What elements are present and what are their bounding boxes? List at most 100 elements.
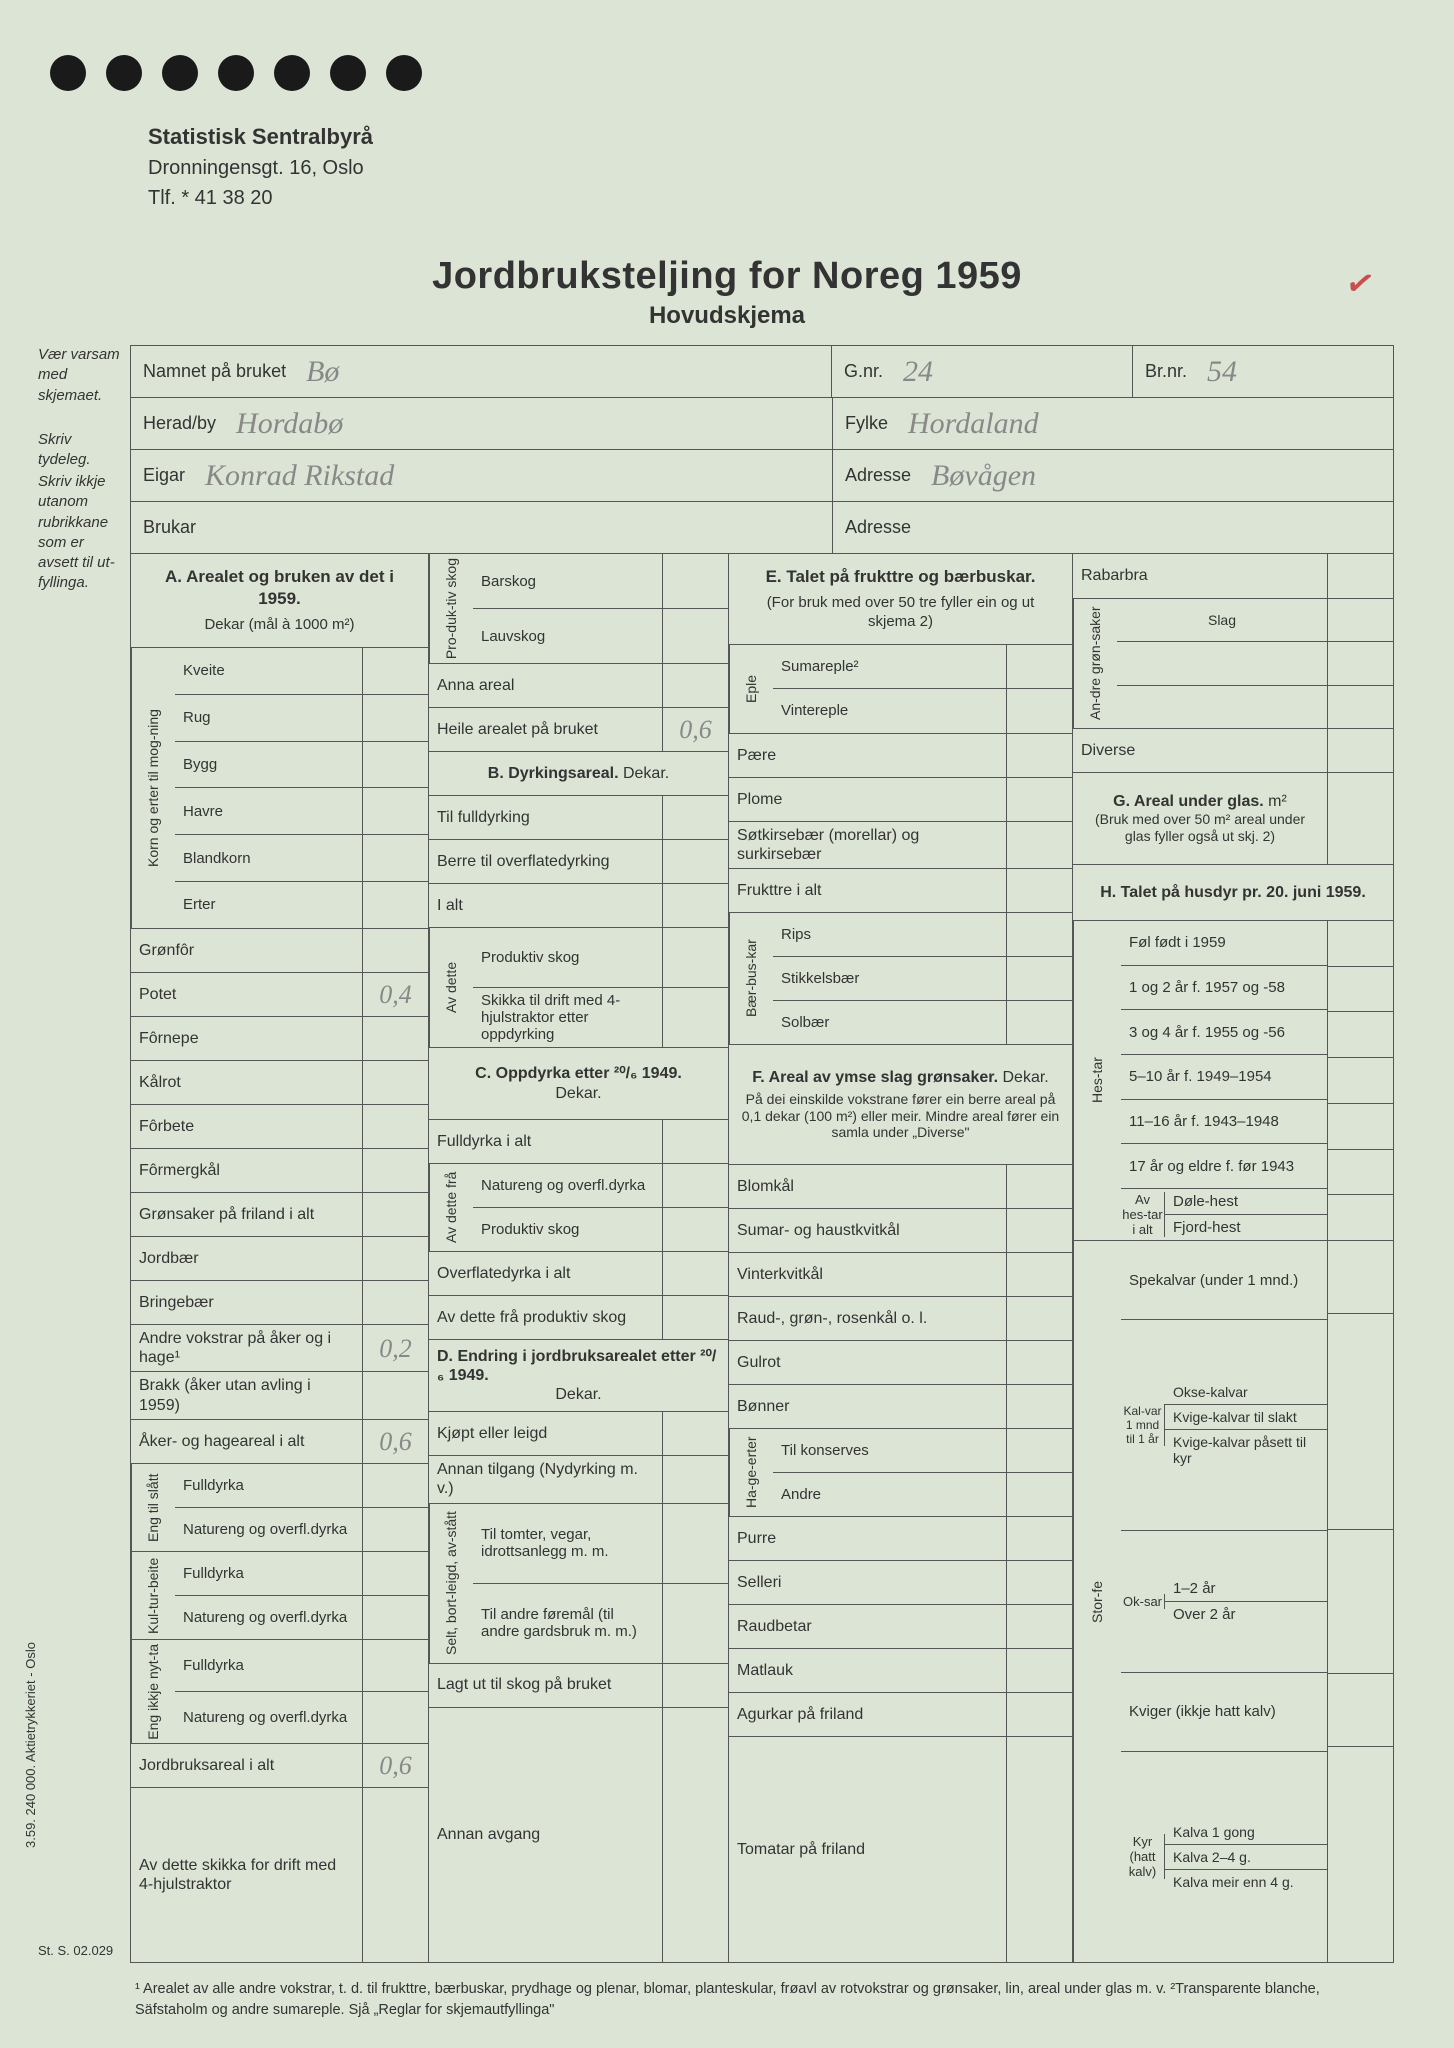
solbaer: Solbær — [773, 1001, 1006, 1044]
form-subtitle: Hovudskjema — [0, 302, 1454, 330]
section-ef: E. Talet på frukttre og bærbuskar. (For … — [729, 554, 1073, 1962]
avhestar-lbl: Av hes-tar i alt — [1121, 1192, 1165, 1237]
kvigekalvar-slakt: Kvige-kalvar til slakt — [1165, 1405, 1327, 1430]
1og2: 1 og 2 år f. 1957 og -58 — [1121, 966, 1327, 1011]
ialt: I alt — [429, 884, 662, 927]
kultur-lbl: Kul-tur-beite — [131, 1552, 175, 1639]
lagt-skog: Lagt ut til skog på bruket — [429, 1664, 662, 1707]
form-code: St. S. 02.029 — [38, 1943, 113, 1958]
11-16: 11–16 år f. 1943–1948 — [1121, 1100, 1327, 1145]
side-note-1: Vær varsam med skjemaet. — [38, 345, 128, 406]
e-head: E. Talet på frukttre og bærbuskar. — [735, 560, 1066, 594]
e-sub: (For bruk med over 50 tre fyller ein og … — [735, 594, 1066, 638]
namnet-label: Namnet på bruket — [131, 361, 298, 382]
brnr-label: Br.nr. — [1133, 361, 1199, 382]
g-sub: (Bruk med over 50 m² areal under glas fy… — [1081, 811, 1319, 845]
5-10: 5–10 år f. 1949–1954 — [1121, 1055, 1327, 1100]
avdettefra-lbl: Av dette frå — [429, 1164, 473, 1251]
gnr-label: G.nr. — [832, 361, 895, 382]
bringebaer: Bringebær — [131, 1281, 362, 1324]
raudbetar: Raudbetar — [729, 1605, 1006, 1648]
f-unit: Dekar. — [1002, 1069, 1048, 1086]
lauvskog: Lauvskog — [473, 609, 662, 663]
fylke-label: Fylke — [833, 413, 900, 434]
brukar-label: Brukar — [131, 517, 208, 538]
kjopt: Kjøpt eller leigd — [429, 1412, 662, 1455]
c-unit: Dekar. — [555, 1084, 601, 1103]
fornepe: Fôrnepe — [131, 1017, 362, 1060]
3og4: 3 og 4 år f. 1955 og -56 — [1121, 1010, 1327, 1055]
form-container: Namnet på bruket Bø G.nr. 24 Br.nr. 54 H… — [130, 345, 1394, 1963]
f-head: F. Areal av ymse slag grønsaker. — [752, 1069, 998, 1086]
korn-sidelabel: Korn og erter til mog-ning — [131, 648, 175, 928]
d-head: D. Endring i jordbruksarealet etter ²⁰/₆… — [437, 1347, 720, 1385]
vintereple: Vintereple — [773, 689, 1006, 733]
rug: Rug — [175, 695, 362, 742]
hageerter-lbl: Ha-ge-erter — [729, 1429, 773, 1516]
kalvameir: Kalva meir enn 4 g. — [1165, 1870, 1327, 1894]
andre: Andre vokstrar på åker og i hage¹ — [131, 1325, 362, 1371]
jordbaer: Jordbær — [131, 1237, 362, 1280]
engslatt-lbl: Eng til slått — [131, 1464, 175, 1551]
skikka: Skikka til drift med 4-hjulstraktor ette… — [473, 988, 662, 1047]
avdette-lbl: Av dette — [429, 928, 473, 1047]
paere: Pære — [729, 734, 1006, 777]
gronsaker: Grønsaker på friland i alt — [131, 1193, 362, 1236]
avdette-prodskog: Av dette frå produktiv skog — [429, 1296, 662, 1339]
natureng2: Natureng og overfl.dyrka — [175, 1596, 362, 1639]
heile-val: 0,6 — [662, 708, 728, 751]
brakk: Brakk (åker utan avling i 1959) — [131, 1372, 362, 1418]
fulldyrka-ialt: Fulldyrka i alt — [429, 1120, 662, 1163]
jordbruk: Jordbruksareal i alt — [131, 1744, 362, 1787]
forbete: Fôrbete — [131, 1105, 362, 1148]
annan-avg: Annan avgang — [429, 1708, 662, 1962]
section-gh: Rabarbra An-dre grøn-saker Slag Diverse … — [1073, 554, 1393, 1962]
scanned-form: Statistisk Sentralbyrå Dronningensgt. 16… — [0, 0, 1454, 2048]
oksekalvar: Okse-kalvar — [1165, 1380, 1327, 1405]
kalvar-lbl: Kal-var 1 mnd til 1 år — [1121, 1404, 1165, 1446]
kalva24: Kalva 2–4 g. — [1165, 1845, 1327, 1870]
adresse2-label: Adresse — [833, 517, 923, 538]
adresse-label: Adresse — [833, 465, 923, 486]
stikkels: Stikkelsbær — [773, 957, 1006, 1001]
potet: Potet — [131, 973, 362, 1016]
gulrot: Gulrot — [729, 1341, 1006, 1384]
prodskog2: Produktiv skog — [473, 1208, 662, 1251]
sotkirse: Søtkirsebær (morellar) og surkirsebær — [729, 822, 1006, 868]
dole: Døle-hest — [1165, 1189, 1327, 1215]
andre-foremal: Til andre føremål (til andre gardsbruk m… — [473, 1584, 662, 1663]
blomkal: Blomkål — [729, 1165, 1006, 1208]
barskog: Barskog — [473, 554, 662, 609]
kalva1: Kalva 1 gong — [1165, 1820, 1327, 1845]
org-address: Dronningensgt. 16, Oslo — [148, 153, 373, 183]
gnr-value: 24 — [895, 355, 1132, 389]
andre-val: 0,2 — [362, 1325, 428, 1371]
herad-value: Hordabø — [228, 407, 832, 441]
oksar-lbl: Ok-sar — [1121, 1594, 1165, 1609]
plome: Plome — [729, 778, 1006, 821]
raudgron: Raud-, grøn-, rosenkål o. l. — [729, 1297, 1006, 1340]
side-note-3: Skriv ikkje utanom rubrikkane som er avs… — [38, 472, 128, 594]
natureng3: Natureng og overfl.dyrka — [175, 1692, 362, 1743]
eple-lbl: Eple — [729, 645, 773, 733]
frukttre: Frukttre i alt — [729, 869, 1006, 912]
g-unit: m² — [1268, 793, 1287, 810]
natureng-over: Natureng og overfl.dyrka — [473, 1164, 662, 1208]
rabarbra: Rabarbra — [1073, 554, 1327, 598]
hestar-lbl: Hes-tar — [1073, 921, 1121, 1240]
konserves: Til konserves — [773, 1429, 1006, 1473]
sumarhaust: Sumar- og haustkvitkål — [729, 1209, 1006, 1252]
annan-tilg: Annan tilgang (Nydyrking m. v.) — [429, 1456, 662, 1502]
brnr-value: 54 — [1199, 355, 1393, 389]
fulldyrka3: Fulldyrka — [175, 1640, 362, 1692]
anna: Anna areal — [429, 664, 662, 707]
overfl-ialt: Overflatedyrka i alt — [429, 1252, 662, 1295]
andre-e: Andre — [773, 1473, 1006, 1516]
footnote: ¹ Arealet av alle andre vokstrar, t. d. … — [135, 1979, 1394, 2020]
agurkar: Agurkar på friland — [729, 1693, 1006, 1736]
engikke-lbl: Eng ikkje nyt-ta — [131, 1640, 175, 1744]
jordbruk-val: 0,6 — [362, 1744, 428, 1787]
potet-val: 0,4 — [362, 973, 428, 1016]
h-head: H. Talet på husdyr pr. 20. juni 1959. — [1100, 883, 1366, 902]
section-bcd: Pro-duk-tiv skog Barskog Lauvskog Anna a… — [429, 554, 729, 1962]
